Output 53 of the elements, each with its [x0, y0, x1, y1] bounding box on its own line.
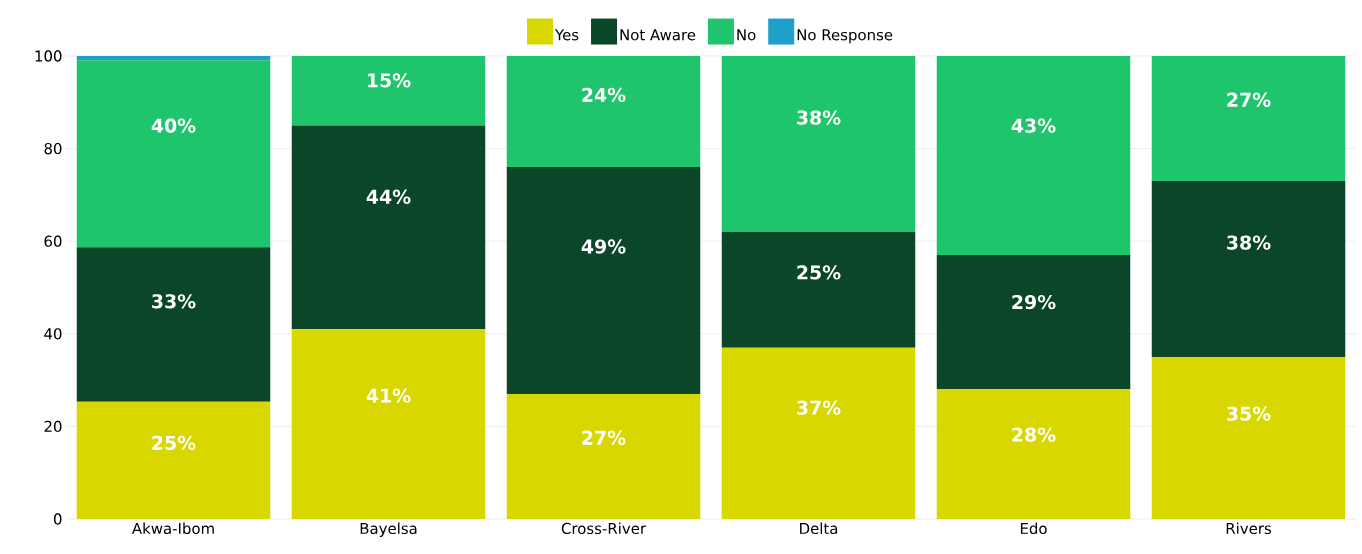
- data-label: 27%: [582, 430, 626, 445]
- data-label: 38%: [797, 110, 841, 125]
- bar: [1151, 181, 1346, 357]
- legend-label: No Response: [797, 29, 893, 44]
- bar: [936, 389, 1131, 519]
- data-label: 15%: [367, 73, 411, 88]
- data-label: 38%: [1227, 235, 1271, 250]
- bar: [76, 60, 271, 248]
- bar: [721, 55, 916, 232]
- y-tick-label: 40: [44, 328, 62, 340]
- bar: [291, 329, 486, 519]
- bar: [506, 393, 701, 519]
- bar: [291, 125, 486, 330]
- data-label: 25%: [152, 435, 196, 451]
- x-tick-label: Rivers: [1226, 522, 1272, 535]
- data-label: 28%: [1012, 427, 1056, 442]
- data-label: 33%: [152, 294, 196, 309]
- data-label: 43%: [1011, 118, 1056, 133]
- bar: [721, 231, 916, 348]
- y-tick-label: 0: [53, 513, 62, 525]
- legend-label: Not Aware: [620, 29, 696, 41]
- data-label: 24%: [582, 87, 626, 103]
- data-label: 44%: [366, 189, 411, 204]
- bar: [506, 167, 701, 394]
- bar: [76, 247, 271, 402]
- bar: [936, 55, 1131, 256]
- data-label: 40%: [151, 118, 196, 133]
- x-tick-label: Akwa-Ibom: [131, 522, 214, 535]
- y-tick-label: 20: [44, 420, 62, 433]
- bar: [936, 255, 1131, 390]
- data-label: 25%: [797, 265, 841, 280]
- y-tick-label: 60: [44, 235, 62, 247]
- x-tick-label: Edo: [1020, 522, 1047, 535]
- data-label: 29%: [1012, 294, 1056, 310]
- data-label: 49%: [581, 239, 626, 254]
- x-tick-label: Bayelsa: [360, 522, 417, 537]
- bar: [721, 347, 916, 519]
- data-label: 35%: [1227, 406, 1271, 421]
- bar: [1151, 55, 1346, 181]
- bar: [506, 55, 701, 168]
- x-tick-label: Delta: [800, 522, 838, 535]
- bar: [291, 55, 486, 126]
- data-label: 27%: [1227, 92, 1271, 107]
- bar: [76, 401, 271, 519]
- bar: [1151, 356, 1346, 519]
- y-tick-label: 100: [35, 50, 62, 62]
- x-tick-label: Cross-River: [561, 522, 647, 535]
- y-tick-label: 80: [44, 142, 62, 155]
- data-label: 37%: [797, 400, 841, 415]
- bar: [76, 55, 271, 61]
- legend-label: Yes: [554, 29, 579, 41]
- data-label: 41%: [366, 388, 411, 403]
- legend-label: No: [737, 29, 756, 41]
